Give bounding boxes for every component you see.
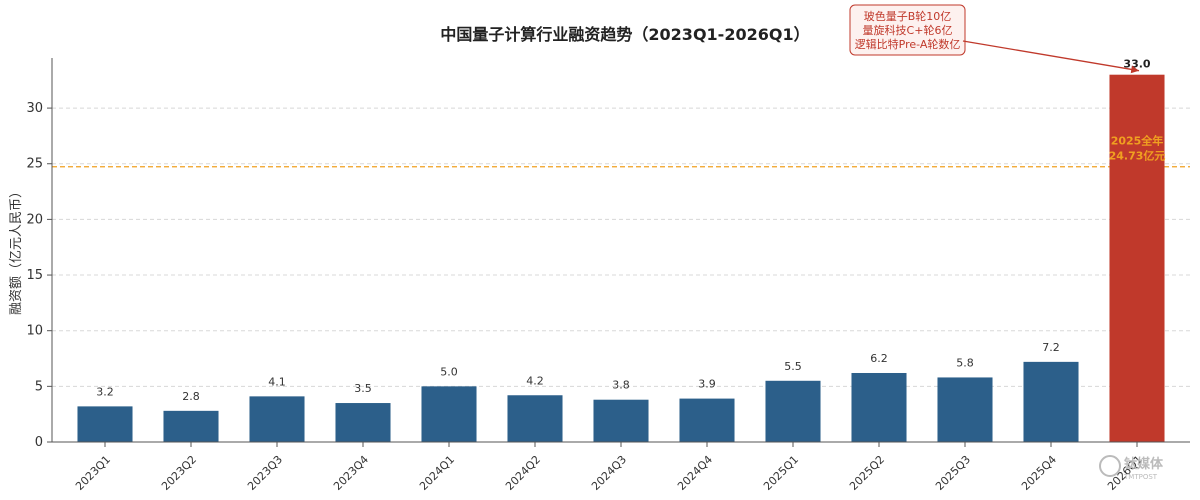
watermark-icon: [1099, 455, 1121, 477]
data-label: 6.2: [870, 352, 888, 365]
annotation-box: [849, 4, 966, 56]
y-tick-labels: 0 5 10 15 20 25 30: [26, 101, 43, 450]
data-label: 3.5: [354, 382, 372, 395]
x-tick-label: 2024Q2: [503, 453, 543, 493]
data-label: 3.2: [96, 385, 114, 398]
bar: [593, 399, 649, 442]
data-label: 4.2: [526, 374, 544, 387]
y-tick-label: 15: [26, 268, 43, 283]
bar: [421, 386, 477, 442]
x-tick-label: 2025Q2: [847, 453, 887, 493]
bar: [851, 372, 907, 442]
data-label: 2.8: [182, 390, 200, 403]
y-axis-label: 融资额（亿元人民币）: [9, 185, 24, 315]
annotation-text: 逻辑比特Pre-A轮数亿: [855, 37, 961, 51]
watermark-subtext: TMTPOST: [1123, 473, 1158, 481]
bar: [937, 377, 993, 442]
x-tick-label: 2023Q1: [73, 453, 113, 493]
bars: [77, 74, 1165, 443]
bar: [765, 380, 821, 442]
reference-line-label: 24.73亿元: [1109, 149, 1166, 163]
bar: [679, 398, 735, 442]
x-tick-label: 2023Q2: [159, 453, 199, 493]
x-tick-label: 2023Q4: [331, 453, 371, 493]
data-label: 4.1: [268, 375, 286, 388]
x-tick-label: 2025Q4: [1019, 453, 1059, 493]
y-tick-label: 20: [26, 212, 43, 227]
data-labels: 3.2 2.8 4.1 3.5 5.0 4.2 3.8 3.9 5.5 6.2 5.8 7.2 33.0: [96, 58, 1151, 403]
data-label: 3.8: [612, 379, 630, 392]
grid-lines: [47, 107, 1190, 443]
x-tick-label: 2023Q3: [245, 453, 285, 493]
bar-highlight: [1109, 74, 1165, 443]
annotation-arrow: [962, 40, 1140, 74]
bar: [163, 410, 219, 442]
y-tick-label: 5: [35, 379, 43, 394]
reference-line-label: 2025全年: [1111, 134, 1164, 148]
y-tick-label: 10: [26, 324, 43, 339]
x-tick-labels: 2023Q1 2023Q2 2023Q3 2023Q4 2024Q1 2024Q2 2024…: [73, 442, 1145, 493]
data-label: 33.0: [1123, 58, 1150, 71]
data-label: 3.9: [698, 378, 716, 391]
y-tick-label: 30: [26, 101, 43, 116]
bar: [335, 403, 391, 442]
y-tick-label: 0: [35, 435, 43, 450]
data-label: 5.0: [440, 365, 458, 378]
x-tick-label: 2025Q1: [761, 453, 801, 493]
data-label: 5.5: [784, 360, 802, 373]
chart-title: 中国量子计算行业融资趋势（2023Q1-2026Q1）: [440, 25, 809, 44]
x-tick-label: 2024Q4: [675, 453, 715, 493]
annotation-text: 玻色量子B轮10亿: [864, 9, 952, 23]
bar: [77, 406, 133, 442]
x-tick-label: 2024Q1: [417, 453, 457, 493]
bar: [507, 395, 563, 442]
watermark-text: 钛媒体: [1123, 456, 1164, 472]
y-tick-label: 25: [26, 157, 43, 172]
bar: [1023, 361, 1079, 442]
data-label: 7.2: [1042, 341, 1060, 354]
x-tick-label: 2024Q3: [589, 453, 629, 493]
bar: [249, 396, 305, 442]
data-label: 5.8: [956, 356, 974, 369]
x-tick-label: 2025Q3: [933, 453, 973, 493]
annotation-text: 量旋科技C+轮6亿: [863, 23, 953, 37]
